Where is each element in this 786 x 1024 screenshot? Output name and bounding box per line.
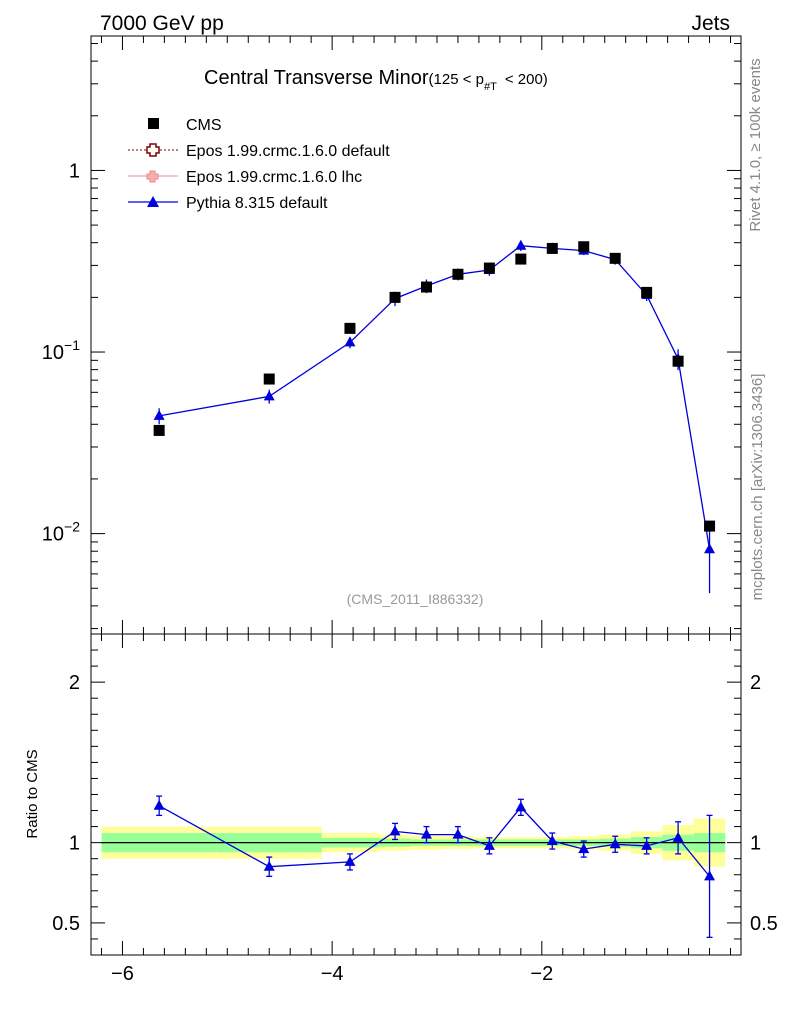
pythia-ratio-point: [578, 843, 590, 854]
pythia-point: [153, 409, 165, 420]
cms-point: [389, 291, 401, 303]
cms-point: [515, 253, 527, 265]
header-energy-label: 7000 GeV pp: [100, 12, 224, 35]
pythia-ratio-point: [546, 835, 558, 846]
ratio-y-tick-label-right: 1: [750, 833, 761, 855]
plot-title-main: Central Transverse Minor: [204, 67, 429, 89]
legend-label-pythia: Pythia 8.315 default: [186, 195, 328, 212]
pythia-point: [704, 543, 716, 554]
cms-point: [483, 262, 495, 274]
main-y-tick-base: 10: [42, 524, 64, 546]
pythia-ratio-point: [609, 838, 621, 849]
ratio-y-tick-label-left: 0.5: [52, 913, 80, 935]
cms-point: [153, 424, 165, 436]
cms-point: [672, 355, 684, 367]
x-tick-label: −6: [111, 963, 134, 985]
ratio-y-tick-label-left: 2: [69, 672, 80, 694]
plot-title: Central Transverse Minor(125 < p#T < 200): [204, 67, 548, 93]
cms-point: [641, 286, 653, 298]
mcplots-reference-label: mcplots.cern.ch [arXiv:1306.3436]: [749, 374, 766, 601]
main-panel-data: [153, 239, 716, 594]
rivet-version-label: Rivet 4.1.0, ≥ 100k events: [747, 58, 764, 231]
ratio-panel-data: [153, 795, 716, 938]
main-y-tick-label: 10−2: [42, 519, 80, 546]
legend-label-cms: CMS: [186, 117, 222, 134]
pythia-ratio-point: [420, 828, 432, 839]
header-process-label: Jets: [691, 12, 730, 35]
ratio-y-tick-label-left: 1: [69, 833, 80, 855]
cms-point: [609, 252, 621, 264]
pythia-ratio-point: [641, 839, 653, 850]
pythia-point: [344, 336, 356, 347]
plot-title-end: < 200): [505, 71, 548, 88]
main-y-tick-exp: −1: [64, 337, 80, 353]
main-y-tick-exp: −2: [64, 519, 80, 535]
pythia-line: [158, 245, 711, 550]
ratio-y-tick-label-right: 0.5: [750, 913, 778, 935]
pythia-ratio-line: [158, 805, 711, 877]
pythia-point: [515, 239, 527, 250]
pythia-ratio-point: [672, 831, 684, 842]
cms-point: [546, 242, 558, 254]
main-y-tick-label: 10−1: [42, 337, 80, 364]
x-tick-label: −4: [321, 963, 344, 985]
legend-label-epos-default: Epos 1.99.crmc.1.6.0 default: [186, 143, 390, 160]
plot-title-suffix: (125 < p: [429, 71, 484, 88]
legend-marker-epos-default: [146, 143, 160, 157]
analysis-id-label: (CMS_2011_I886332): [347, 591, 484, 607]
pythia-ratio-point: [389, 825, 401, 836]
legend-marker-epos-lhc: [146, 170, 159, 183]
x-tick-label: −2: [530, 963, 553, 985]
legend-marker-cms: [148, 118, 159, 129]
pythia-point: [263, 390, 275, 401]
pythia-ratio-point: [263, 860, 275, 871]
pythia-ratio-point: [344, 855, 356, 866]
plot-title-sub: #T: [484, 81, 497, 93]
ratio-ylabel: Ratio to CMS: [24, 749, 41, 838]
pythia-ratio-point: [704, 870, 716, 881]
cms-point: [704, 520, 716, 532]
pythia-ratio-point: [153, 799, 165, 810]
main-y-tick-label: 1: [69, 160, 80, 182]
ratio-uncertainty-bands: [101, 818, 726, 867]
legend: CMS Epos 1.99.crmc.1.6.0 default Epos 1.…: [128, 117, 390, 212]
cms-point: [578, 241, 590, 253]
cms-point: [344, 322, 356, 334]
ratio-panel-frame: [90, 633, 742, 956]
ratio-y-tick-label-right: 2: [750, 672, 761, 694]
pythia-ratio-point: [515, 801, 527, 812]
legend-label-epos-lhc: Epos 1.99.crmc.1.6.0 lhc: [186, 169, 362, 186]
main-y-tick-base: 10: [42, 342, 64, 364]
cms-point: [420, 281, 432, 293]
pythia-ratio-point: [483, 839, 495, 850]
cms-point: [263, 373, 275, 385]
pythia-ratio-point: [452, 828, 464, 839]
cms-point: [452, 268, 464, 280]
legend-marker-pythia: [147, 196, 159, 207]
